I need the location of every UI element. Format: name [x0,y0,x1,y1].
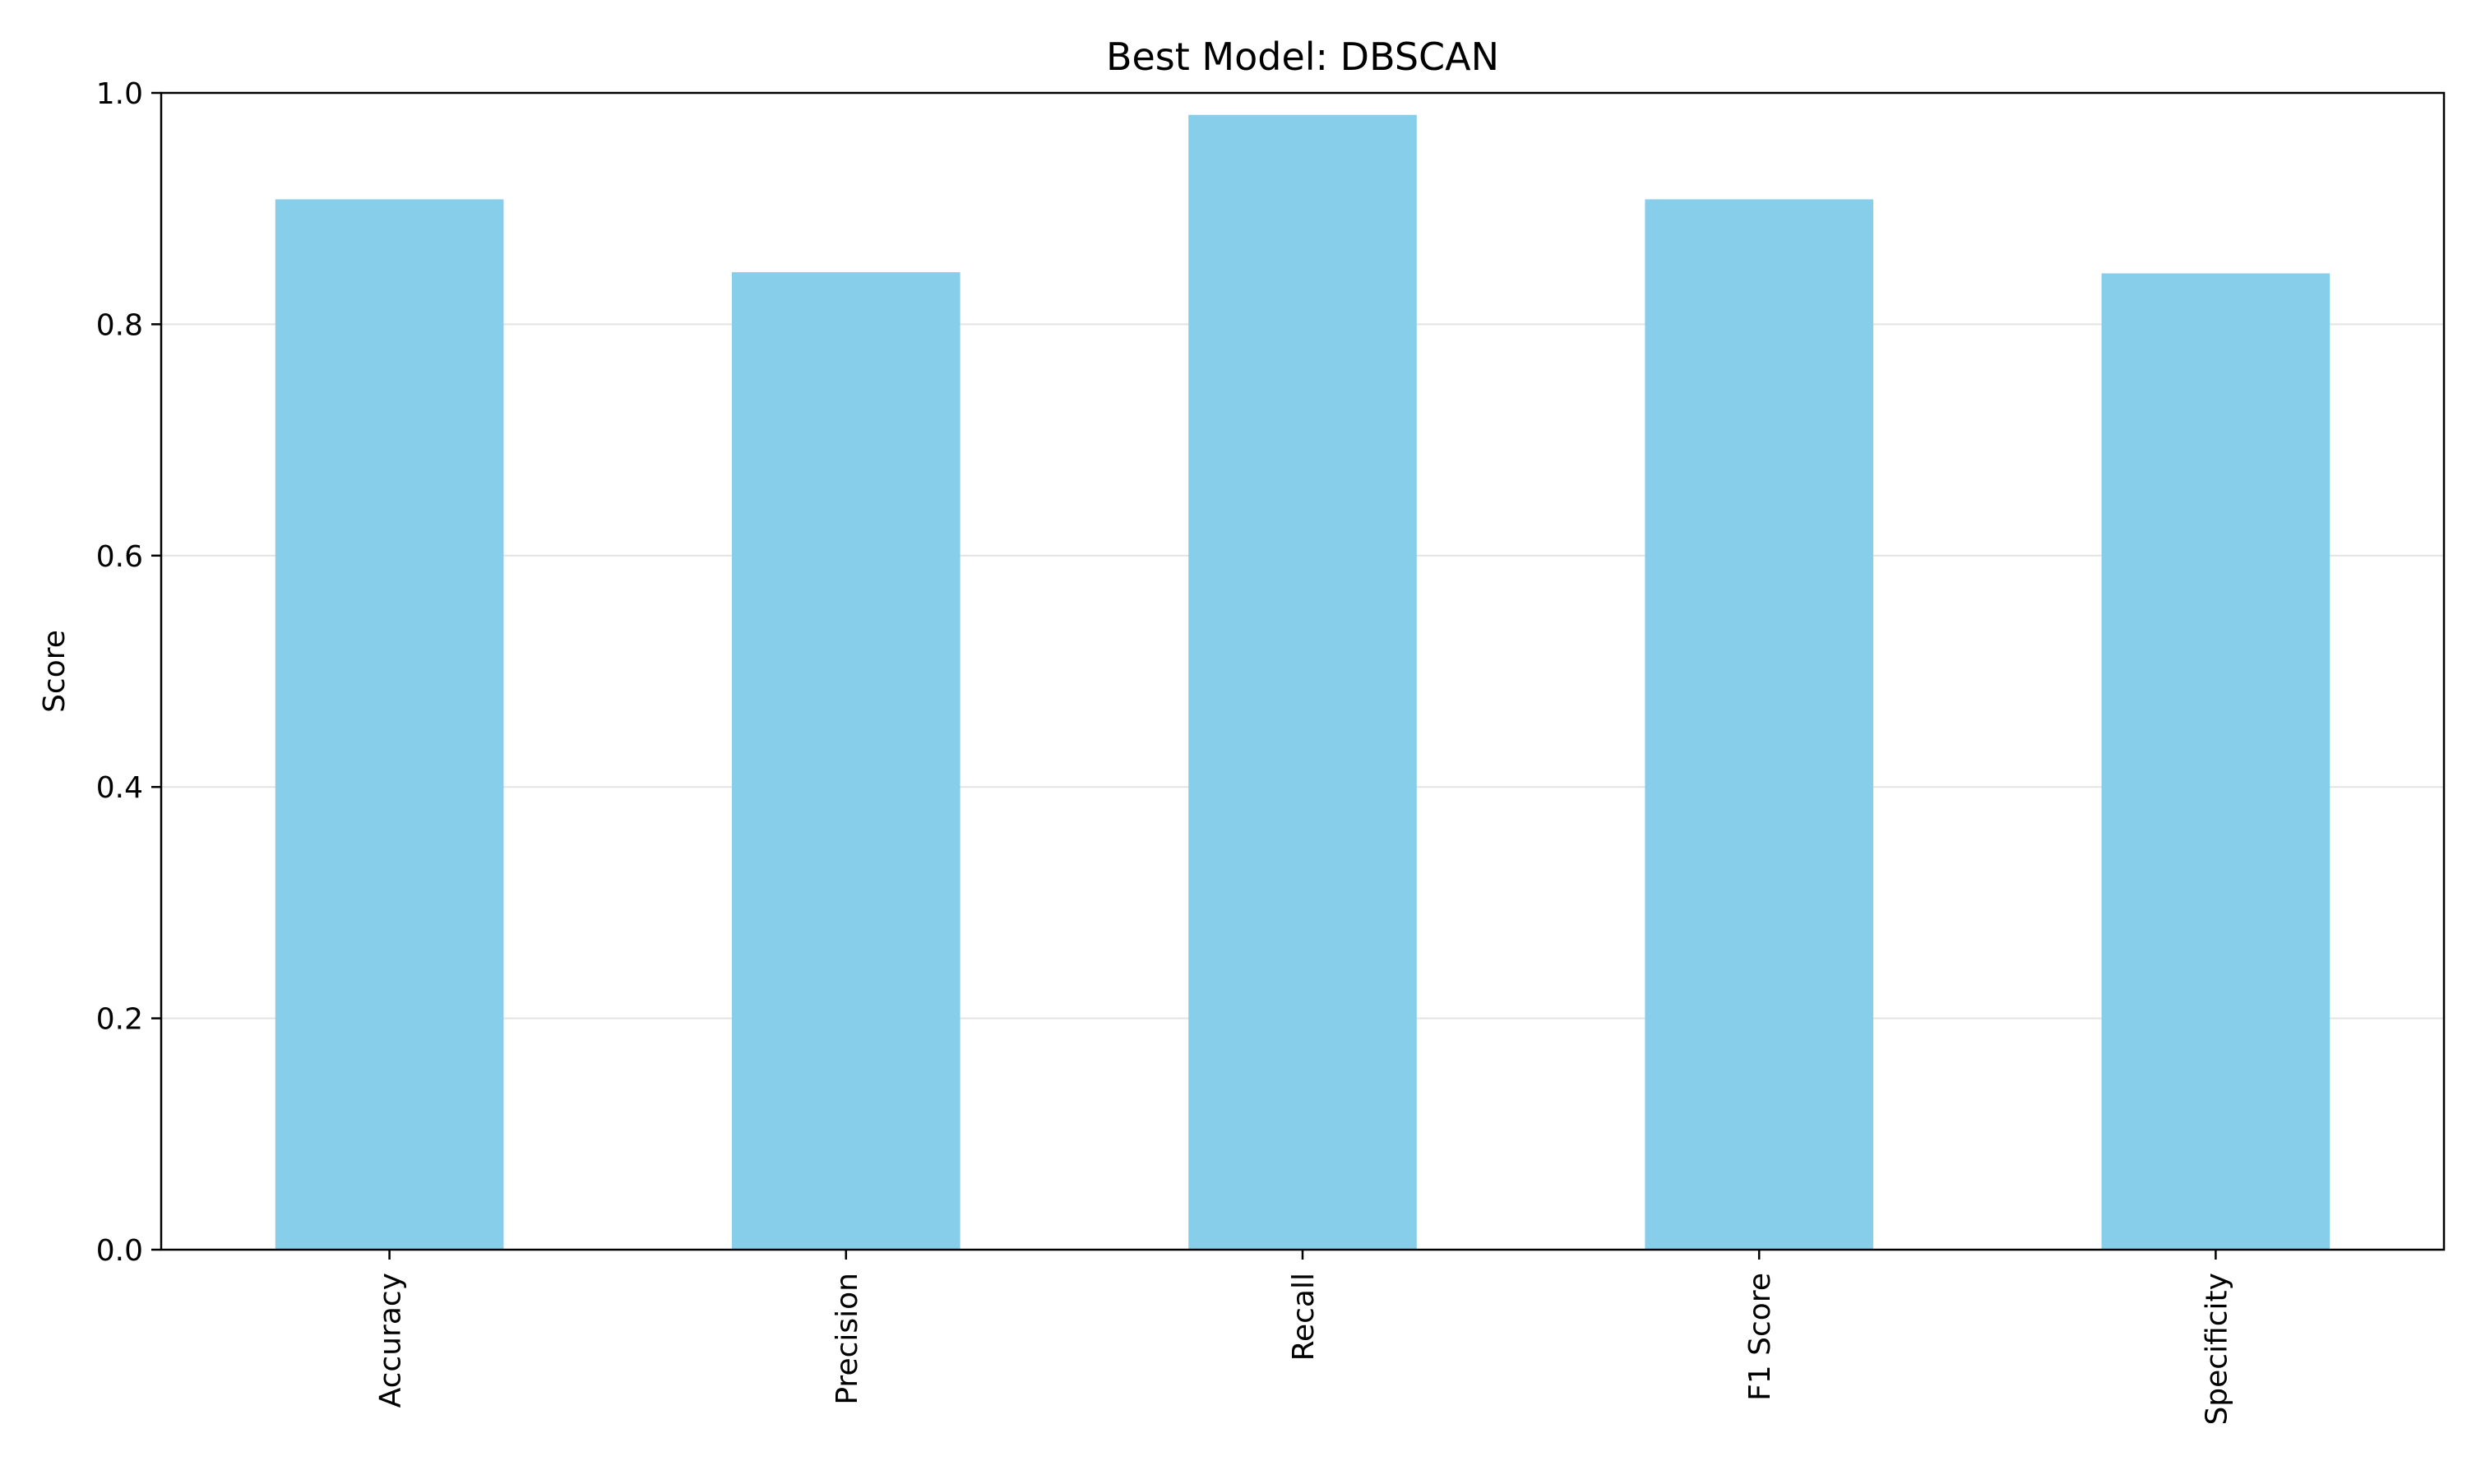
y-tick-label: 1.0 [96,77,143,111]
x-tick-label: Accuracy [374,1273,408,1408]
y-axis-label: Score [38,630,72,713]
bar [275,199,504,1251]
bar [732,272,960,1251]
chart-title: Best Model: DBSCAN [1106,35,1499,79]
y-tick-label: 0.4 [96,771,143,805]
x-tick-label: F1 Score [1743,1273,1777,1401]
y-tick-label: 0.2 [96,1003,143,1037]
y-tick-label: 0.6 [96,540,143,574]
bar [1188,114,1417,1250]
y-tick-label: 0.0 [96,1234,143,1268]
x-axis-ticks: Accuracy Precision Recall F1 Score Specifici… [374,1250,2233,1426]
x-tick-label: Recall [1287,1273,1321,1361]
x-tick-label: Precision [831,1273,864,1405]
y-axis-ticks: 0.0 0.2 0.4 0.6 0.8 1.0 [96,77,161,1268]
bar [1645,199,1873,1251]
bars [275,114,2330,1251]
y-tick-label: 0.8 [96,308,143,342]
bar [2101,273,2330,1251]
x-tick-label: Specificity [2200,1273,2233,1426]
